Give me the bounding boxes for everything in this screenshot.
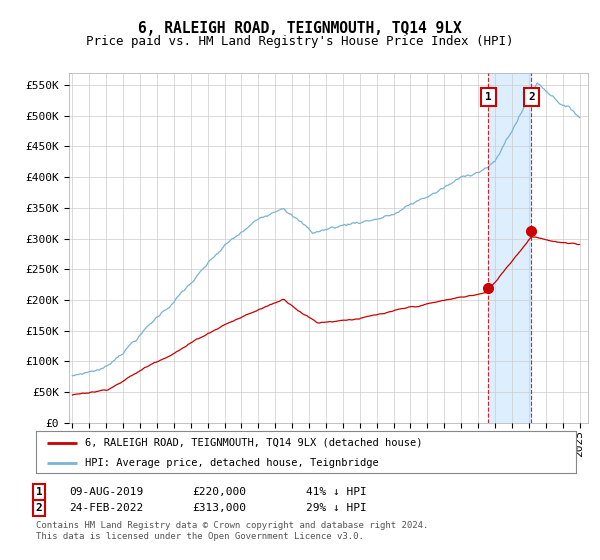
Text: 6, RALEIGH ROAD, TEIGNMOUTH, TQ14 9LX (detached house): 6, RALEIGH ROAD, TEIGNMOUTH, TQ14 9LX (d…	[85, 438, 422, 448]
Text: £313,000: £313,000	[192, 503, 246, 513]
Text: 29% ↓ HPI: 29% ↓ HPI	[306, 503, 367, 513]
Text: 1: 1	[485, 92, 491, 102]
Text: HPI: Average price, detached house, Teignbridge: HPI: Average price, detached house, Teig…	[85, 458, 379, 468]
Text: 2: 2	[528, 92, 535, 102]
Bar	[488, 73, 532, 423]
Text: 24-FEB-2022: 24-FEB-2022	[69, 503, 143, 513]
Text: Price paid vs. HM Land Registry's House Price Index (HPI): Price paid vs. HM Land Registry's House …	[86, 35, 514, 48]
Text: 2: 2	[35, 503, 43, 513]
Text: Contains HM Land Registry data © Crown copyright and database right 2024.
This d: Contains HM Land Registry data © Crown c…	[36, 521, 428, 540]
Text: 6, RALEIGH ROAD, TEIGNMOUTH, TQ14 9LX: 6, RALEIGH ROAD, TEIGNMOUTH, TQ14 9LX	[138, 21, 462, 36]
Text: 41% ↓ HPI: 41% ↓ HPI	[306, 487, 367, 497]
Text: 09-AUG-2019: 09-AUG-2019	[69, 487, 143, 497]
Text: 1: 1	[35, 487, 43, 497]
Text: £220,000: £220,000	[192, 487, 246, 497]
